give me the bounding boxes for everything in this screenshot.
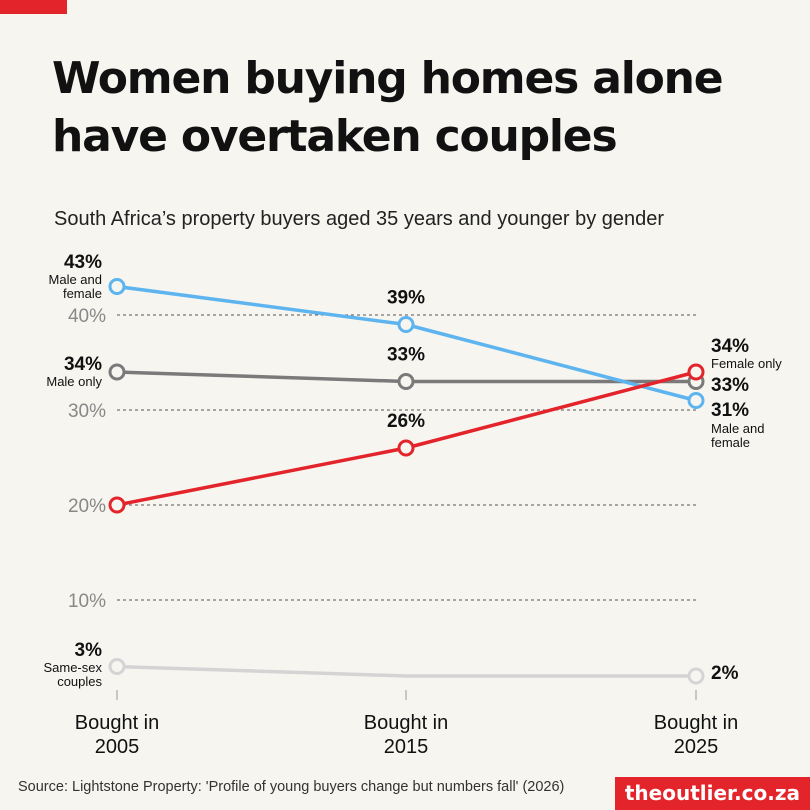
chart-subtitle: South Africa’s property buyers aged 35 y…	[54, 208, 665, 230]
brand-logo[interactable]: theoutlier.co.za	[614, 777, 810, 810]
point-male_only-1	[397, 373, 415, 390]
chart-title: Women buying homes alone have overtaken …	[52, 50, 792, 166]
y-tick-label-40: 40%	[68, 306, 106, 327]
value-label-male_and_female-1: 39%	[387, 288, 425, 309]
x-tick-label-1-1: 2015	[384, 736, 429, 758]
x-tick-label-2-1: 2025	[674, 736, 719, 758]
value-label-female_only-2: 34%	[711, 336, 749, 357]
point-male_and_female-0	[108, 278, 126, 295]
y-tick-label-20: 20%	[68, 496, 106, 517]
start-label-male_and_female-1: female	[63, 286, 102, 301]
x-tick-label-2-0: Bought in	[654, 712, 739, 734]
source-note: Source: Lightstone Property: 'Profile of…	[18, 779, 565, 795]
end-label-female_only-0: Female only	[711, 356, 782, 371]
start-label-male_and_female-0: Male and	[49, 272, 102, 287]
value-label-female_only-1: 26%	[387, 411, 425, 432]
title-line-1: Women buying homes alone	[52, 53, 724, 104]
point-female_only-1	[397, 439, 415, 457]
title-line-2: have overtaken couples	[52, 111, 618, 162]
point-same_sex-2	[687, 667, 705, 685]
value-label-male_and_female-0: 43%	[64, 252, 102, 273]
point-male_and_female-2	[687, 392, 705, 409]
end-label-male_and_female-0: Male and	[711, 421, 764, 436]
series-line-female_only	[116, 370, 697, 507]
point-same_sex-0	[108, 658, 126, 675]
end-label-male_and_female-1: female	[711, 435, 750, 450]
point-female_only-2	[687, 363, 705, 381]
value-label-male_only-2: 33%	[711, 375, 749, 396]
value-label-male_only-1: 33%	[387, 345, 425, 366]
value-label-same_sex-0: 3%	[75, 640, 103, 661]
value-label-male_only-0: 34%	[64, 354, 102, 375]
value-label-same_sex-2: 2%	[711, 663, 739, 684]
start-label-male_only-0: Male only	[46, 374, 102, 389]
start-label-same_sex-0: Same-sex	[43, 660, 102, 675]
brand-accent-bar	[0, 0, 67, 14]
y-tick-label-10: 10%	[68, 591, 106, 612]
x-tick-label-0-1: 2005	[95, 736, 140, 758]
point-female_only-0	[108, 496, 126, 514]
series-line-same_sex	[116, 664, 696, 678]
value-label-male_and_female-2: 31%	[711, 400, 749, 421]
y-tick-label-30: 30%	[68, 401, 106, 422]
point-male_and_female-1	[397, 316, 415, 333]
start-label-same_sex-1: couples	[57, 674, 102, 689]
x-tick-label-1-0: Bought in	[364, 712, 449, 734]
point-male_only-0	[108, 363, 126, 381]
x-tick-label-0-0: Bought in	[75, 712, 160, 734]
